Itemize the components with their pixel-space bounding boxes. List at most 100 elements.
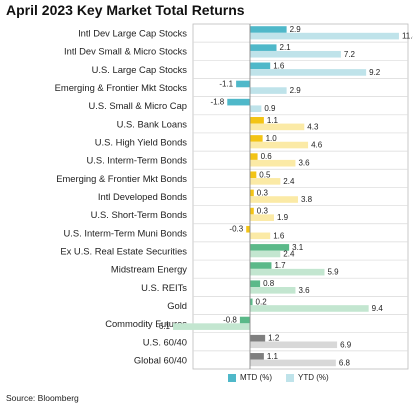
mtd-value-label: 1.1 — [267, 116, 279, 125]
ytd-value-label: 1.9 — [277, 213, 289, 222]
mtd-bar — [250, 262, 272, 269]
ytd-bar — [250, 214, 274, 221]
ytd-bar — [250, 250, 281, 258]
ytd-bar — [250, 87, 287, 94]
plot-frame — [192, 23, 409, 370]
mtd-value-label: -1.8 — [210, 98, 224, 107]
ytd-value-label: 9.4 — [372, 304, 384, 313]
mtd-bar — [250, 298, 253, 306]
ytd-bar — [250, 196, 298, 203]
mtd-value-label: 2.1 — [280, 43, 292, 52]
ytd-value-label: 6.9 — [340, 340, 352, 349]
mtd-bar — [250, 153, 258, 160]
ytd-bar — [250, 50, 341, 58]
mtd-bar — [250, 26, 287, 33]
ytd-value-label: 3.6 — [298, 159, 310, 168]
ytd-bar — [250, 178, 281, 185]
mtd-bar — [250, 62, 271, 70]
category-label: Intl Dev Large Cap Stocks — [78, 28, 187, 39]
ytd-value-label: 2.4 — [283, 177, 295, 186]
category-label: U.S. Interm-Term Bonds — [86, 155, 187, 166]
ytd-value-label: 5.9 — [327, 268, 339, 277]
ytd-bar — [250, 69, 367, 76]
mtd-bar — [250, 244, 290, 251]
legend-label-mtd: MTD (%) — [240, 373, 272, 382]
mtd-value-label: -0.8 — [223, 316, 237, 325]
source-note: Source: Bloomberg — [6, 393, 79, 403]
mtd-value-label: 0.6 — [261, 152, 273, 161]
ytd-bar — [250, 159, 296, 167]
mtd-bar — [250, 135, 263, 142]
category-label: Gold — [167, 300, 187, 311]
ytd-value-label: 2.4 — [283, 249, 295, 258]
mtd-value-label: 0.2 — [256, 297, 268, 306]
legend-item-mtd: MTD (%) — [228, 373, 272, 382]
mtd-value-label: -1.1 — [219, 79, 233, 88]
ytd-value-label: 9.2 — [369, 68, 381, 77]
ytd-bar — [250, 359, 336, 367]
ytd-bar — [250, 232, 271, 240]
mtd-value-label: 1.6 — [273, 61, 285, 70]
category-label: Ex U.S. Real Estate Securities — [60, 245, 187, 256]
mtd-value-label: 0.5 — [259, 170, 271, 179]
mtd-bar — [227, 98, 250, 106]
legend-label-ytd: YTD (%) — [298, 373, 329, 382]
category-label: U.S. REITs — [141, 282, 187, 293]
ytd-value-label: 6.8 — [339, 358, 351, 367]
category-label: Intl Dev Small & Micro Stocks — [64, 46, 187, 57]
ytd-bar — [250, 105, 262, 113]
legend-swatch-ytd — [286, 373, 294, 382]
category-label: U.S. Small & Micro Cap — [89, 100, 187, 111]
category-label: U.S. 60/40 — [143, 336, 187, 347]
ytd-bar — [250, 287, 296, 294]
ytd-value-label: 4.6 — [311, 141, 323, 150]
mtd-value-label: 1.7 — [274, 261, 286, 270]
mtd-bar — [250, 353, 264, 360]
category-label: Midstream Energy — [111, 264, 187, 275]
mtd-value-label: 0.3 — [257, 207, 269, 216]
chart-legend: MTD (%) YTD (%) — [228, 373, 343, 382]
ytd-value-label: 3.8 — [301, 195, 313, 204]
category-label: Emerging & Frontier Mkt Bonds — [56, 173, 187, 184]
mtd-value-label: -0.3 — [229, 225, 243, 234]
ytd-value-label: 2.9 — [290, 86, 302, 95]
mtd-bar — [239, 316, 250, 324]
category-label: U.S. Large Cap Stocks — [92, 64, 188, 75]
ytd-value-label: 4.3 — [307, 122, 319, 131]
mtd-bar — [250, 116, 264, 124]
mtd-bar — [250, 207, 254, 215]
legend-item-ytd: YTD (%) — [286, 373, 329, 382]
ytd-value-label: 1.6 — [273, 231, 285, 240]
mtd-value-label: 1.1 — [267, 352, 279, 361]
mtd-value-label: 0.3 — [257, 188, 269, 197]
mtd-bar — [250, 280, 261, 288]
ytd-bar — [250, 305, 369, 312]
category-label: U.S. Short-Term Bonds — [91, 209, 188, 220]
category-label: U.S. High Yield Bonds — [95, 137, 188, 148]
ytd-bar — [250, 141, 309, 149]
category-label: Emerging & Frontier Mkt Stocks — [55, 82, 188, 93]
mtd-bar — [250, 171, 257, 179]
category-label: Global 60/40 — [134, 354, 187, 365]
mtd-value-label: 2.9 — [290, 25, 302, 34]
ytd-value-label: 11.8 — [402, 32, 413, 41]
ytd-bar — [250, 32, 399, 40]
legend-swatch-mtd — [228, 373, 236, 382]
ytd-value-label: -6.1 — [156, 322, 170, 331]
mtd-bar — [250, 44, 277, 51]
ytd-value-label: 0.9 — [264, 104, 276, 113]
mtd-bar — [246, 225, 250, 233]
mtd-bar — [236, 80, 250, 88]
mtd-value-label: 1.2 — [268, 334, 280, 343]
mtd-bar — [250, 334, 266, 342]
ytd-bar — [173, 323, 250, 330]
mtd-value-label: 3.1 — [292, 243, 304, 252]
chart-title: April 2023 Key Market Total Returns — [6, 2, 245, 18]
ytd-value-label: 3.6 — [298, 286, 310, 295]
category-label: U.S. Interm-Term Muni Bonds — [64, 227, 188, 238]
category-label: Intl Developed Bonds — [98, 191, 187, 202]
ytd-bar — [250, 268, 325, 276]
ytd-bar — [250, 341, 338, 349]
category-label: Commodity Futures — [105, 318, 187, 329]
